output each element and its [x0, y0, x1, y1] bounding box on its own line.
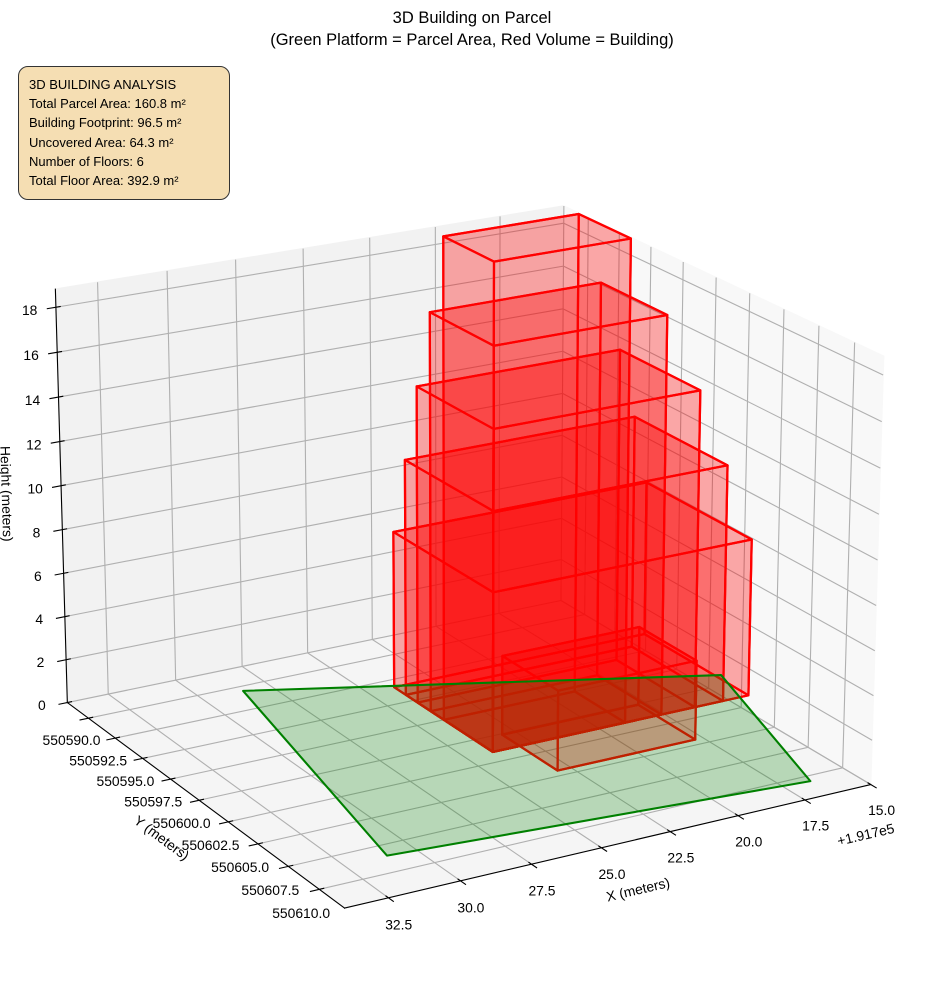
svg-text:12: 12 — [26, 436, 42, 452]
svg-text:4: 4 — [35, 611, 43, 627]
svg-text:550590.0: 550590.0 — [43, 732, 101, 748]
svg-text:0: 0 — [38, 697, 46, 713]
svg-text:18: 18 — [22, 302, 38, 318]
svg-text:550610.0: 550610.0 — [272, 905, 330, 921]
svg-text:17.5: 17.5 — [802, 818, 829, 834]
svg-text:550605.0: 550605.0 — [211, 859, 269, 875]
svg-text:25.0: 25.0 — [598, 866, 625, 882]
svg-text:Height (meters): Height (meters) — [0, 446, 16, 542]
svg-text:22.5: 22.5 — [667, 850, 694, 866]
svg-text:10: 10 — [27, 480, 43, 496]
svg-text:27.5: 27.5 — [528, 883, 555, 899]
svg-text:32.5: 32.5 — [385, 917, 412, 933]
svg-text:6: 6 — [34, 568, 42, 584]
svg-text:8: 8 — [33, 524, 41, 540]
svg-text:20.0: 20.0 — [735, 834, 762, 850]
svg-text:16: 16 — [23, 347, 39, 363]
svg-text:550595.0: 550595.0 — [97, 773, 155, 789]
svg-text:30.0: 30.0 — [457, 900, 484, 916]
svg-text:550597.5: 550597.5 — [124, 794, 182, 810]
svg-text:2: 2 — [37, 654, 45, 670]
svg-text:15.0: 15.0 — [868, 802, 895, 818]
svg-text:14: 14 — [25, 392, 41, 408]
svg-text:550592.5: 550592.5 — [69, 752, 127, 768]
svg-text:550607.5: 550607.5 — [241, 882, 299, 898]
